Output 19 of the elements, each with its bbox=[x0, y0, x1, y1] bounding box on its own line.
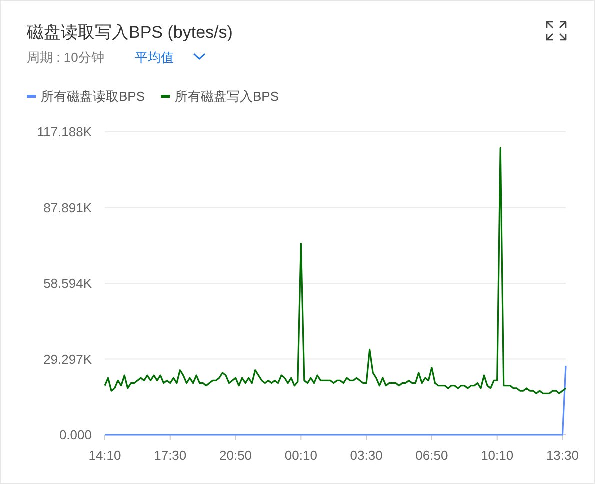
x-tick-label: 00:10 bbox=[284, 448, 318, 463]
text: 平均值 bbox=[135, 50, 174, 65]
line-series bbox=[104, 147, 567, 394]
chart-title: 磁盘读取写入BPS (bytes/s) bbox=[26, 23, 233, 42]
x-tick-label: 13:30 bbox=[546, 448, 580, 463]
x-tick-label: 10:10 bbox=[481, 448, 514, 463]
y-tick-label: 117.188K bbox=[37, 124, 92, 140]
x-tick-label: 20:50 bbox=[220, 448, 252, 463]
chart-subtitle: 周期 : 10分钟 bbox=[27, 50, 104, 65]
x-tick-label: 06:50 bbox=[416, 448, 448, 463]
y-tick-label: 58.594K bbox=[44, 276, 92, 291]
y-tick-label: 87.891K bbox=[44, 200, 92, 216]
legend-label: 所有磁盘读取BPS bbox=[41, 89, 146, 104]
y-tick-label: 0.000 bbox=[59, 428, 92, 442]
y-tick-label: 29.297K bbox=[44, 352, 92, 367]
x-tick-label: 03:30 bbox=[350, 448, 383, 463]
x-tick-label: 17:30 bbox=[154, 448, 187, 463]
legend-label: 所有磁盘写入BPS bbox=[175, 89, 280, 104]
x-tick-label: 14:10 bbox=[88, 448, 122, 463]
